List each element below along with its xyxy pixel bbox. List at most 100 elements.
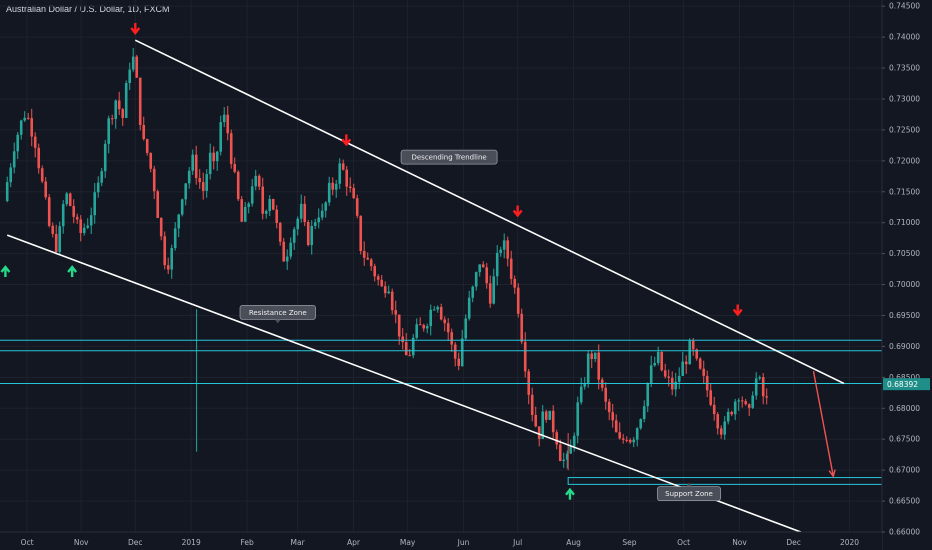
arrow-head	[130, 27, 141, 35]
candle-body	[40, 168, 44, 182]
candle-body	[159, 217, 163, 237]
candle-body	[635, 428, 639, 440]
candle-body	[327, 182, 331, 203]
candle-body	[93, 192, 97, 216]
candle-body	[75, 216, 79, 220]
candle-body	[366, 257, 370, 260]
candle-body	[653, 363, 657, 366]
candle-body	[149, 152, 153, 169]
candle-body	[663, 370, 667, 377]
candle-body	[457, 358, 461, 366]
price-tick-label: 0.74000	[889, 33, 920, 42]
callout-pointer	[274, 319, 281, 324]
arrow-head	[341, 138, 352, 147]
candle-body	[576, 402, 580, 436]
candle-body	[26, 117, 30, 119]
candle-body	[107, 118, 111, 144]
candle-body	[205, 174, 209, 191]
price-tick-label: 0.74500	[889, 2, 920, 11]
price-tick-label: 0.69500	[889, 311, 920, 320]
arrow-up-icon	[67, 265, 78, 277]
candle-body	[9, 167, 13, 183]
candle-body	[474, 272, 478, 287]
candle-body	[362, 250, 366, 258]
candle-body	[215, 151, 219, 162]
candle-body	[726, 411, 730, 422]
candle-body	[278, 222, 282, 242]
candle-body	[30, 118, 34, 137]
candle-body	[191, 154, 195, 171]
candle-body	[271, 199, 275, 210]
arrow-up-icon	[0, 265, 11, 277]
support-zone-box	[567, 477, 883, 485]
candle-body	[222, 114, 226, 123]
candle-body	[331, 182, 335, 190]
candle-body	[338, 163, 342, 184]
candle-body	[733, 401, 737, 415]
candle-body	[194, 154, 198, 179]
candle-body	[744, 401, 748, 405]
price-tick-label: 0.73500	[889, 64, 920, 73]
candle-body	[562, 459, 566, 461]
price-tick-label: 0.72000	[889, 156, 920, 165]
candle-body	[418, 324, 422, 326]
arrow-head	[512, 209, 523, 218]
candle-body	[250, 186, 254, 204]
time-axis-bg	[0, 532, 882, 550]
candle-body	[761, 377, 765, 397]
candle-body	[345, 169, 349, 187]
arrow-down-icon	[512, 205, 523, 218]
candle-body	[530, 394, 534, 415]
candle-body	[709, 390, 713, 405]
candle-body	[698, 358, 702, 369]
candle-body	[124, 83, 128, 118]
candle-body	[226, 114, 230, 134]
time-tick-label: Nov	[732, 538, 747, 547]
candle-body	[282, 241, 286, 262]
candle-body	[464, 318, 468, 339]
candle-body	[121, 109, 125, 118]
candle-body	[642, 406, 646, 420]
candle-body	[82, 227, 86, 234]
forecast-arrow	[812, 371, 834, 477]
arrow-head	[67, 265, 78, 273]
candle-body	[285, 256, 289, 262]
arrow-down-icon	[130, 23, 141, 35]
time-tick-label: Apr	[347, 538, 361, 547]
candle-body	[712, 404, 716, 415]
candle-body	[275, 209, 279, 223]
candle-body	[306, 221, 310, 246]
candle-body	[324, 202, 328, 211]
candle-body	[156, 191, 160, 218]
callout: Resistance Zone	[239, 304, 316, 324]
candle-body	[229, 133, 233, 165]
candle-body	[555, 432, 559, 445]
candle-body	[702, 368, 706, 376]
candle-body	[355, 198, 359, 216]
callout-box	[400, 149, 498, 165]
candle-body	[352, 188, 356, 199]
time-tick-label: Oct	[677, 538, 690, 547]
time-tick-label: Mar	[291, 538, 306, 547]
candle-body	[152, 168, 156, 192]
candle-body	[320, 210, 324, 218]
candle-body	[499, 249, 503, 253]
candle-body	[516, 287, 520, 314]
candle-body	[691, 340, 695, 350]
candle-body	[509, 258, 513, 279]
candle-body	[394, 310, 398, 315]
candle-body	[86, 225, 90, 228]
candle-body	[243, 206, 247, 222]
candle-body	[408, 355, 412, 357]
candle-body	[173, 228, 177, 249]
price-tick-label: 0.67000	[889, 466, 920, 475]
candle-body	[523, 341, 527, 372]
candle-body	[131, 56, 135, 70]
price-axis[interactable]: 0.74500 0.74000 0.73500 0.73000 0.72500 0.720…	[881, 0, 932, 550]
time-axis[interactable]: Oct Nov Dec 2019 Feb Mar Apr May Jun Jul Aug Sep Oct…	[0, 531, 882, 550]
candle-body	[264, 211, 268, 214]
time-tick-label: Nov	[74, 538, 89, 547]
candle-body	[89, 215, 93, 226]
candle-body	[348, 186, 352, 189]
